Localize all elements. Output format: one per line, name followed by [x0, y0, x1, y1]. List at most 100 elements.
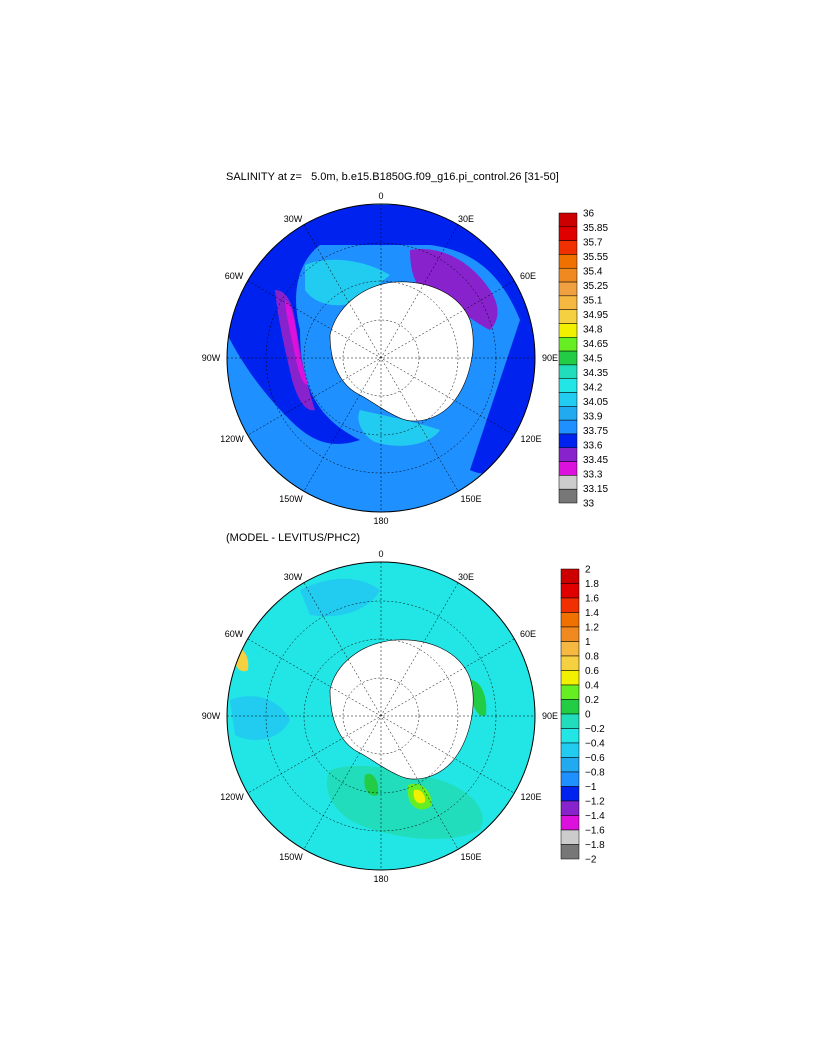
bottom-colorbar-label: 0 [585, 710, 591, 721]
bottom-lon-label: 90W [202, 711, 221, 721]
top-polar-map: 0 30E 60E 90E 120E 150E 180 150W 120W 90… [202, 191, 558, 526]
top-colorbar-swatch [558, 240, 578, 255]
bottom-colorbar-swatch [560, 626, 580, 642]
top-colorbar-swatch [558, 295, 578, 310]
bottom-colorbar-label: 0.2 [585, 695, 599, 706]
top-lightblue-shelf-north [305, 259, 390, 306]
top-colorbar-swatch [558, 212, 578, 228]
bottom-polar-map: 0 30E 60E 90E 120E 150E 180 150W 120W 90… [202, 549, 558, 884]
top-colorbar-swatch [558, 267, 578, 283]
bottom-colorbar-label: 2 [585, 565, 591, 576]
bottom-lon-label: 120E [520, 792, 541, 802]
top-lon-label: 150E [460, 494, 481, 504]
bottom-lon-label: 150E [460, 852, 481, 862]
bottom-lon-label: 30E [458, 572, 474, 582]
top-lon-label: 150W [279, 494, 303, 504]
bottom-colorbar-label: −0.6 [585, 753, 605, 764]
top-colorbar-label: 33.3 [583, 470, 603, 481]
bottom-colorbar-swatch [560, 699, 580, 715]
bottom-colorbar: 2 1.8 1.6 1.4 1.2 1 0.8 0.6 0.4 0.2 0 −0.2 −0.4 −0.6 −… [560, 565, 605, 866]
bottom-map-title: (MODEL - LEVITUS/PHC2) [226, 532, 361, 544]
top-colorbar-label: 33.45 [583, 455, 608, 466]
top-colorbar-label: 35.4 [583, 267, 603, 278]
bottom-colorbar-swatch [560, 568, 580, 584]
bottom-lon-label: 60E [520, 629, 536, 639]
top-colorbar-label: 33.9 [583, 412, 603, 423]
bottom-colorbar-label: −0.8 [585, 768, 605, 779]
bottom-colorbar-swatch [560, 713, 580, 729]
bottom-lon-label: 0 [378, 549, 383, 559]
bottom-lightblue-patch-west [230, 696, 290, 740]
top-colorbar-swatch [558, 254, 578, 269]
bottom-colorbar-swatch [560, 829, 580, 845]
top-antarctica [329, 281, 474, 422]
top-colorbar-swatch [558, 475, 578, 490]
top-colorbar-label: 33 [583, 499, 595, 510]
top-colorbar-label: 33.15 [583, 484, 608, 495]
bottom-colorbar-label: −0.2 [585, 724, 605, 735]
bottom-green-spot [364, 773, 379, 796]
bottom-colorbar-swatch [560, 800, 580, 816]
bottom-colorbar-swatch [560, 844, 580, 860]
bottom-lon-label: 30W [284, 572, 303, 582]
top-colorbar-swatch [558, 309, 578, 324]
top-colorbar-swatch [558, 488, 578, 504]
top-lon-label: 60W [225, 271, 244, 281]
bottom-colorbar-swatch [560, 771, 580, 787]
bottom-colorbar-swatch [560, 641, 580, 657]
top-map-border [226, 203, 536, 513]
top-lon-label: 60E [520, 271, 536, 281]
bottom-lon-labels: 0 30E 60E 90E 120E 150E 180 150W 120W 90… [202, 549, 558, 884]
top-magenta-band-west [285, 300, 308, 385]
top-lon-labels: 0 30E 60E 90E 120E 150E 180 150W 120W 90… [202, 191, 558, 526]
top-map-title: SALINITY at z= 5.0m, b.e15.B1850G.f09_g1… [226, 171, 559, 183]
top-colorbar-label: 34.35 [583, 368, 608, 379]
bottom-colorbar-label: −1.8 [585, 840, 605, 851]
bottom-graticule [227, 562, 535, 870]
bottom-colorbar-label: 1.6 [585, 594, 599, 605]
bottom-colorbar-swatch [560, 728, 580, 744]
top-colorbar-swatch [558, 364, 578, 379]
bottom-colorbar-label: 1 [585, 637, 591, 648]
bottom-lon-label: 60W [225, 629, 244, 639]
bottom-colorbar-swatch [560, 597, 580, 613]
top-colorbar-swatch [558, 392, 578, 407]
top-colorbar-label: 35.25 [583, 281, 608, 292]
top-lon-label: 30E [458, 214, 474, 224]
top-colorbar-swatch [558, 406, 578, 421]
bottom-lon-label: 150W [279, 852, 303, 862]
top-graticule [227, 204, 535, 512]
top-colorbar-label: 33.75 [583, 426, 608, 437]
top-colorbar-label: 34.95 [583, 310, 608, 321]
top-colorbar-label: 34.2 [583, 383, 603, 394]
bottom-colorbar-swatch [560, 583, 580, 599]
top-colorbar-swatch [558, 461, 578, 476]
bottom-colorbar-label: −0.4 [585, 739, 605, 750]
bottom-colorbar-swatch [560, 742, 580, 758]
bottom-lon-label: 120W [220, 792, 244, 802]
top-colorbar-swatch [558, 433, 578, 449]
bottom-colorbar-label: −2 [585, 855, 597, 866]
bottom-colorbar-swatch [560, 786, 580, 802]
bottom-colorbar-swatch [560, 815, 580, 831]
top-lon-label: 120W [220, 434, 244, 444]
top-colorbar-label: 34.5 [583, 354, 603, 365]
bottom-colorbar-label: 1.4 [585, 608, 599, 619]
top-colorbar-label: 36 [583, 209, 595, 220]
bottom-lon-label: 90E [542, 711, 558, 721]
top-lon-label: 0 [378, 191, 383, 201]
top-lon-label: 30W [284, 214, 303, 224]
bottom-colorbar-label: 0.4 [585, 681, 599, 692]
bottom-colorbar-swatch [560, 757, 580, 773]
top-purple-patch-east [410, 249, 498, 330]
top-colorbar-swatch [558, 323, 578, 338]
bottom-colorbar-label: −1.6 [585, 826, 605, 837]
top-fresh-band [227, 205, 535, 474]
bottom-colorbar-label: −1.2 [585, 797, 605, 808]
top-lon-label: 120E [520, 434, 541, 444]
top-colorbar-swatch [558, 350, 578, 366]
top-colorbar-swatch [558, 419, 578, 435]
bottom-colorbar-label: −1 [585, 782, 597, 793]
top-lightblue-shelf-south [358, 410, 440, 446]
